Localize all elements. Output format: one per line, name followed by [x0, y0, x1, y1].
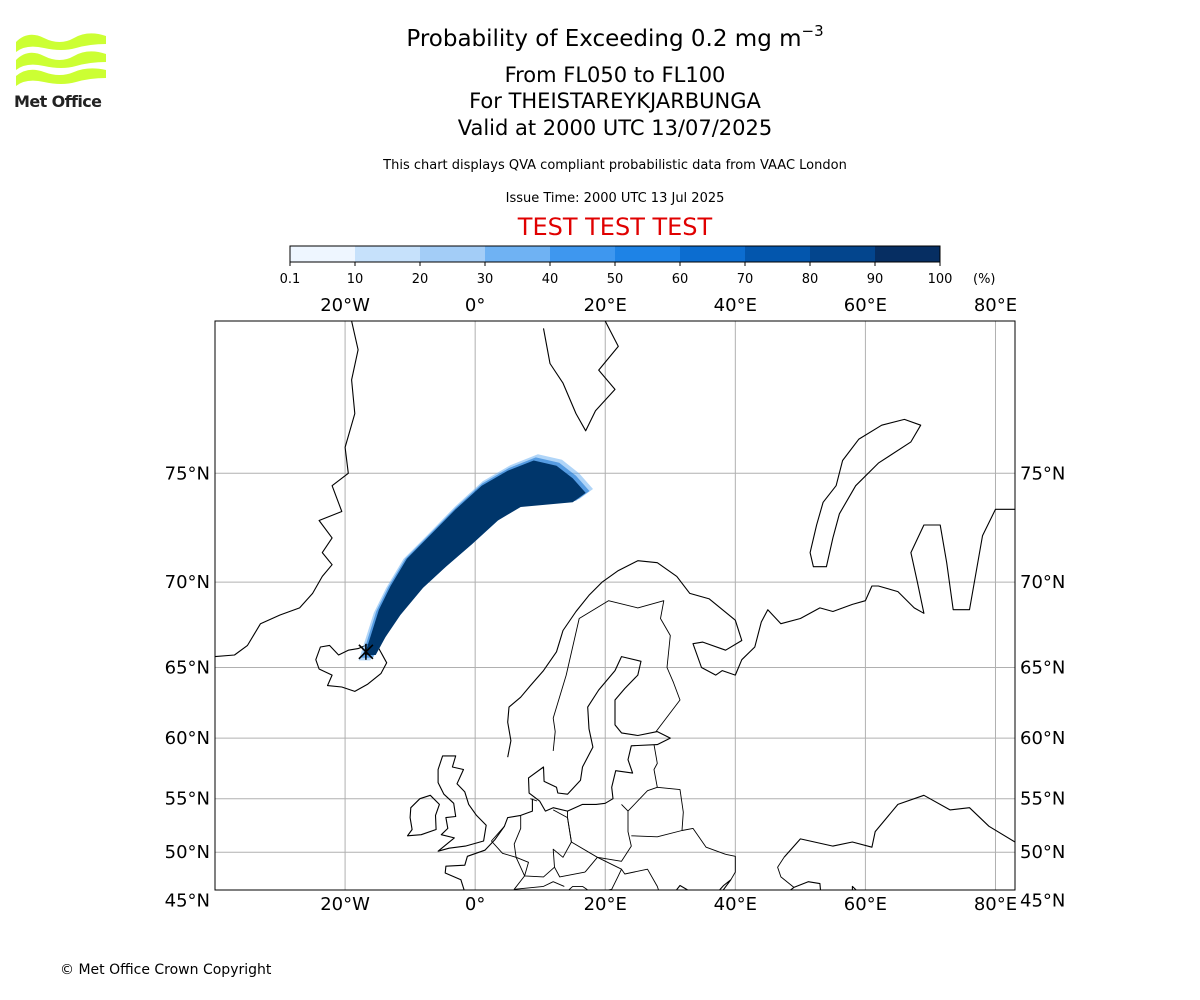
longitude-label: 40°E — [714, 894, 757, 915]
country-border — [621, 868, 660, 890]
valid-time-title: Valid at 2000 UTC 13/07/2025 — [457, 116, 773, 140]
latitude-label: 75°N — [1020, 463, 1065, 484]
colorbar: 0.1 10 20 30 40 50 60 70 80 90 100 (%) — [280, 245, 996, 287]
volcano-marker-icon — [358, 643, 374, 660]
longitude-label: 40°E — [714, 295, 757, 316]
colorbar-tick-label: 20 — [412, 272, 429, 287]
latitude-label: 65°N — [165, 657, 210, 678]
caspian-north-coast — [789, 881, 822, 890]
colorbar-segment — [615, 246, 681, 262]
colorbar-tick-label: 0.1 — [280, 272, 301, 287]
colorbar-tick-label: 30 — [477, 272, 494, 287]
country-border — [491, 840, 526, 890]
colorbar-segment — [355, 246, 421, 262]
longitude-label: 80°E — [974, 295, 1017, 316]
issue-time: Issue Time: 2000 UTC 13 Jul 2025 — [505, 191, 725, 206]
uk-coast — [437, 755, 487, 852]
country-border — [514, 881, 565, 890]
latitude-label: 75°N — [165, 463, 210, 484]
colorbar-segment — [485, 246, 551, 262]
country-border — [530, 798, 538, 802]
kazakh-border — [783, 794, 1015, 858]
met-office-logo: Met Office — [14, 30, 109, 112]
country-border — [681, 827, 726, 855]
longitude-label: 0° — [465, 295, 485, 316]
country-border — [865, 914, 901, 927]
colorbar-segment — [745, 246, 811, 262]
title-superscript: −3 — [801, 22, 824, 40]
ireland-coast — [406, 794, 440, 837]
longitude-label: 60°E — [844, 894, 887, 915]
country-border — [567, 804, 632, 862]
novaya-zemlya-coast — [809, 418, 922, 568]
latitude-label: 45°N — [165, 890, 210, 911]
country-border — [491, 826, 505, 842]
chart-title: Probability of Exceeding 0.2 mg m−3 — [215, 22, 1015, 52]
scandinavia-coast — [507, 508, 1015, 758]
colorbar-tick-label: 50 — [607, 272, 624, 287]
longitude-label: 20°W — [320, 295, 370, 316]
baltic-east-coast — [527, 656, 671, 812]
colorbar-segment — [420, 246, 486, 262]
colorbar-tick-label: 10 — [347, 272, 364, 287]
longitude-label: 20°W — [320, 894, 370, 915]
colorbar-tick-label: 70 — [737, 272, 754, 287]
colorbar-tick-label: 90 — [867, 272, 884, 287]
country-border — [725, 853, 736, 881]
country-border — [627, 786, 684, 838]
colorbar-segment — [290, 246, 356, 262]
latitude-label: 70°N — [165, 572, 210, 593]
colorbar-segment — [680, 246, 746, 262]
logo-text: Met Office — [14, 92, 102, 111]
latitude-label: 70°N — [1020, 572, 1065, 593]
colorbar-unit: (%) — [973, 272, 996, 287]
volcano-title: For THEISTAREYKJARBUNGA — [469, 89, 761, 113]
country-border — [568, 885, 583, 890]
latitude-label: 65°N — [1020, 657, 1065, 678]
latitude-label: 45°N — [1020, 890, 1065, 911]
longitude-label: 80°E — [974, 894, 1017, 915]
country-border — [582, 856, 622, 890]
met-office-wave-logo-icon — [16, 33, 106, 86]
country-border — [813, 900, 839, 931]
longitude-label: 20°E — [584, 894, 627, 915]
copyright-notice: © Met Office Crown Copyright — [60, 962, 272, 978]
map-background — [215, 321, 1015, 890]
ash-plume-core — [364, 460, 586, 655]
map-frame — [214, 320, 1016, 891]
latitude-label: 55°N — [1020, 789, 1065, 810]
europe-west-coast — [444, 798, 533, 890]
flight-levels-title: From FL050 to FL100 — [504, 63, 726, 87]
longitude-label: 60°E — [844, 295, 887, 316]
longitude-label: 0° — [465, 894, 485, 915]
latitude-label: 55°N — [165, 789, 210, 810]
colorbar-tick-label: 80 — [802, 272, 819, 287]
country-border — [653, 744, 658, 788]
colorbar-segment — [810, 246, 876, 262]
svalbard-coast — [542, 321, 619, 432]
title-main-text: Probability of Exceeding 0.2 mg m — [406, 26, 802, 52]
latitude-label: 50°N — [165, 842, 210, 863]
latitude-label: 50°N — [1020, 842, 1065, 863]
longitude-label: 20°E — [584, 295, 627, 316]
latitude-label: 60°N — [165, 728, 210, 749]
colorbar-segment — [550, 246, 616, 262]
latitude-label: 60°N — [1020, 728, 1065, 749]
colorbar-segment — [875, 246, 941, 262]
colorbar-tick-label: 60 — [672, 272, 689, 287]
country-border — [464, 916, 497, 924]
country-border — [777, 857, 795, 888]
country-border — [554, 866, 586, 878]
country-border — [552, 600, 681, 751]
colorbar-tick-label: 100 — [928, 272, 953, 287]
data-source-note: This chart displays QVA compliant probab… — [383, 158, 847, 173]
iceland-coast — [315, 643, 388, 692]
greenland-east-coast — [215, 321, 359, 658]
mediterranean-north-coast — [496, 906, 561, 931]
colorbar-tick-label: 40 — [542, 272, 559, 287]
test-banner: TEST TEST TEST — [517, 213, 713, 241]
